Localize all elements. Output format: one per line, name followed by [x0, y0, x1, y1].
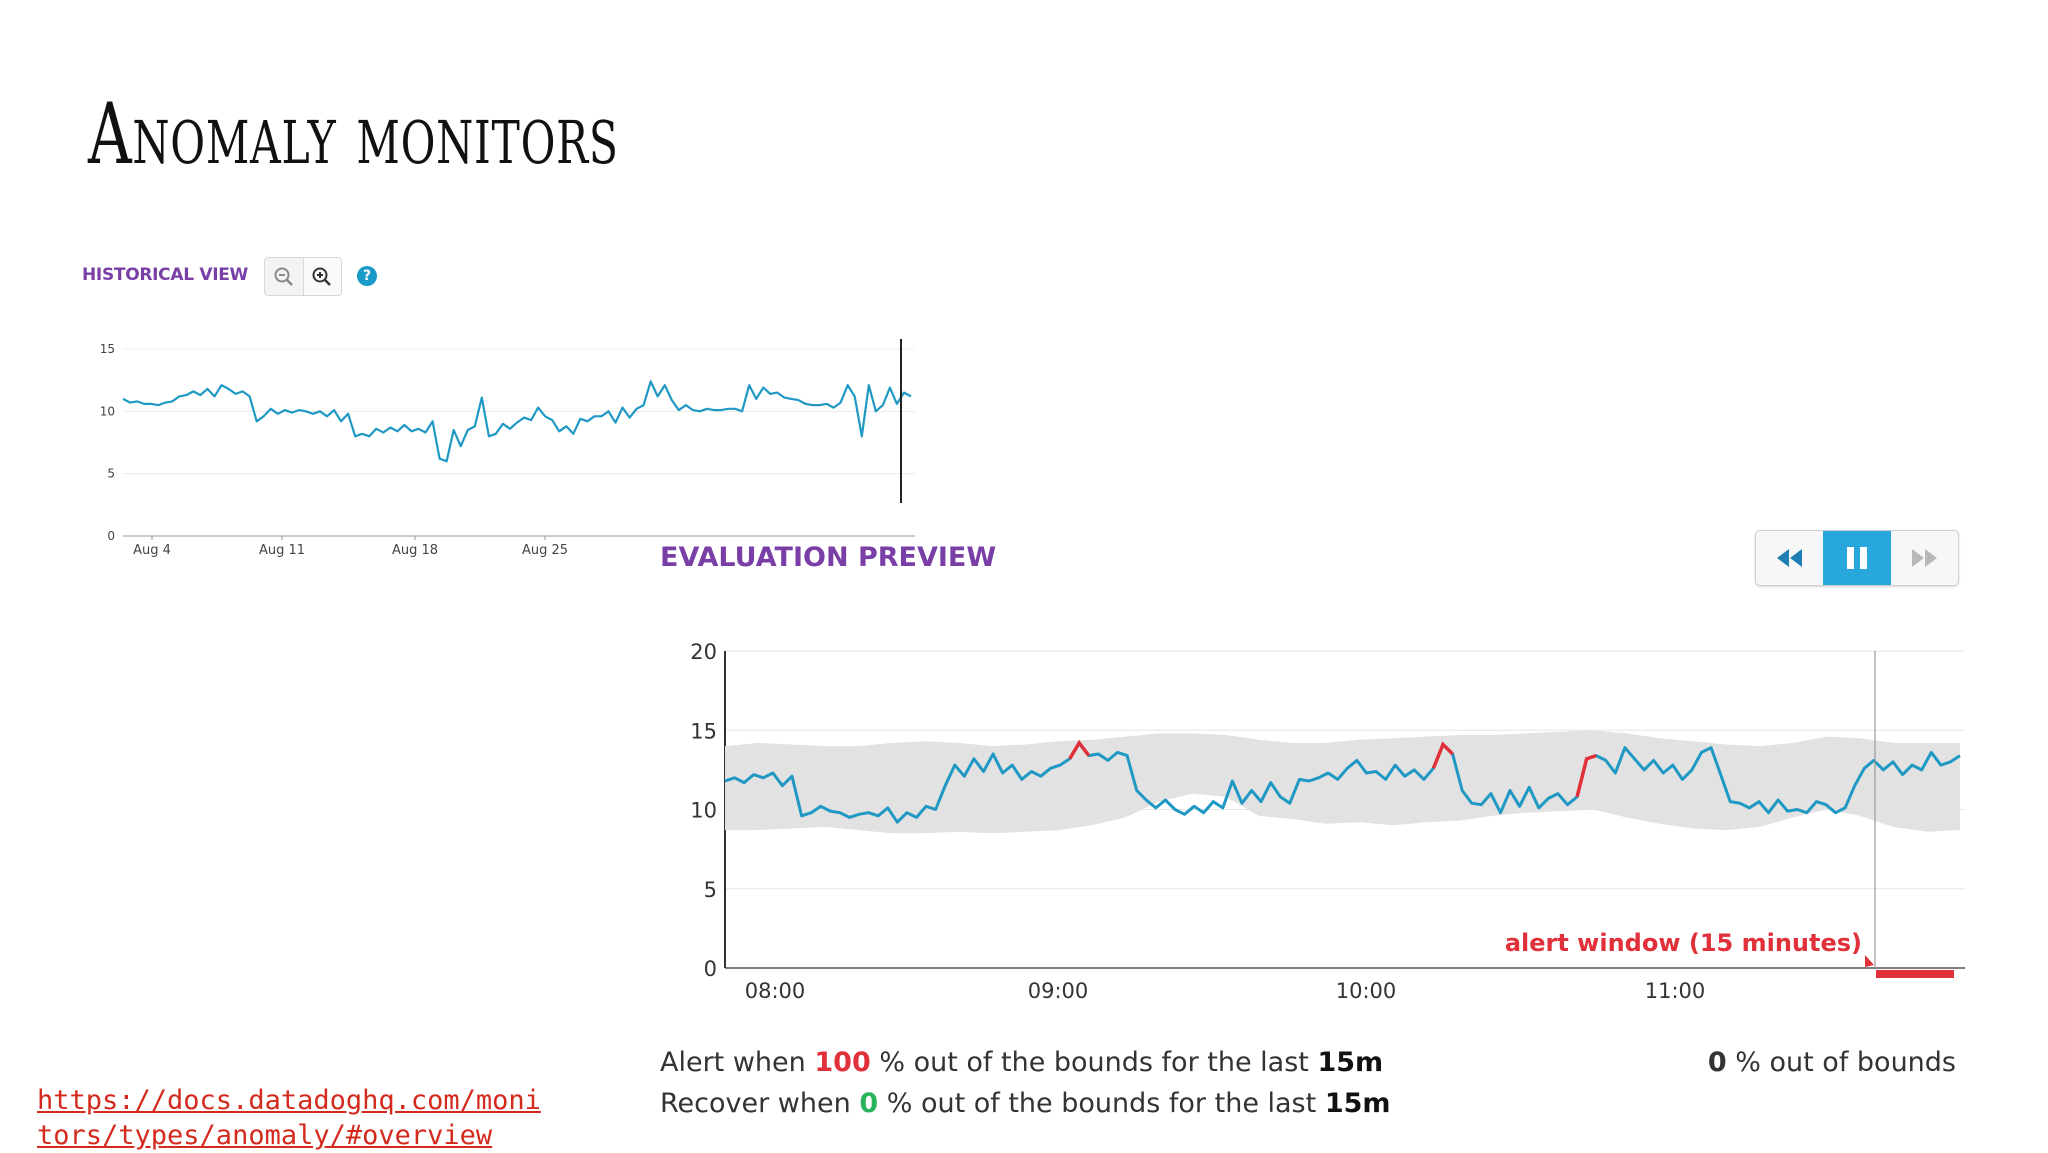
alert-window-arrow — [1865, 955, 1874, 967]
recover-rule: Recover when 0 % out of the bounds for t… — [660, 1088, 1391, 1119]
alert-rule: Alert when 100 % out of the bounds for t… — [660, 1047, 1383, 1078]
fast-forward-icon[interactable] — [1891, 531, 1958, 585]
y-tick-label: 10 — [100, 404, 115, 418]
alert-rule-prefix: Alert when — [660, 1047, 806, 1078]
out-of-bounds-summary: 0 % out of bounds — [1708, 1047, 1956, 1078]
help-icon[interactable]: ? — [357, 266, 377, 286]
evaluation-preview-title: EVALUATION PREVIEW — [660, 542, 997, 573]
y-tick-label: 0 — [704, 957, 717, 981]
zoom-out-icon[interactable] — [265, 258, 303, 295]
x-tick-label: Aug 18 — [392, 543, 438, 558]
alert-window-value[interactable]: 15m — [1317, 1047, 1384, 1078]
alert-window-bar — [1876, 970, 1954, 978]
anomaly-segment — [1068, 739, 1091, 760]
slide-title: Anomaly monitors — [88, 85, 619, 183]
y-tick-label: 5 — [704, 878, 717, 902]
reference-link-line-2[interactable]: tors/types/anomaly/#overview — [37, 1120, 493, 1151]
x-tick-label: Aug 4 — [133, 543, 171, 558]
y-tick-label: 0 — [107, 529, 115, 543]
recover-window-value[interactable]: 15m — [1324, 1088, 1391, 1119]
y-tick-label: 15 — [690, 719, 717, 743]
x-tick-label: 10:00 — [1336, 979, 1397, 1003]
metric-line — [724, 741, 1961, 824]
bounds-band — [725, 730, 1960, 834]
out-of-bounds-value: 0 — [1707, 1047, 1727, 1078]
recover-threshold-value[interactable]: 0 — [859, 1088, 879, 1119]
zoom-control-group — [264, 257, 342, 296]
alert-rule-middle: % out of the bounds for the last — [879, 1047, 1309, 1078]
pause-icon[interactable] — [1823, 531, 1891, 585]
zoom-in-icon[interactable] — [302, 258, 341, 295]
y-tick-label: 15 — [100, 342, 115, 356]
x-tick-label: 08:00 — [745, 979, 806, 1003]
anomaly-segment — [1575, 753, 1597, 798]
x-tick-label: 09:00 — [1028, 979, 1089, 1003]
evaluation-chart: 20 15 10 5 0 08:00 09:00 10:00 11:00 alert window… — [690, 640, 1965, 1003]
y-tick-label: 10 — [690, 799, 717, 823]
historical-chart: 15 10 5 0 Aug 4 Aug 11 Aug 18 Aug 25 — [100, 339, 915, 558]
alert-threshold-value[interactable]: 100 — [814, 1047, 871, 1078]
recover-rule-middle: % out of the bounds for the last — [886, 1088, 1317, 1119]
y-tick-label: 20 — [690, 640, 717, 664]
reference-link-line-1[interactable]: https://docs.datadoghq.com/moni — [37, 1085, 541, 1116]
x-tick-label: 11:00 — [1645, 979, 1706, 1003]
playback-controls — [1755, 530, 1959, 586]
x-tick-label: Aug 11 — [259, 543, 305, 558]
historical-view-label: HISTORICAL VIEW — [82, 265, 248, 285]
x-tick-label: Aug 25 — [522, 543, 568, 558]
reference-link[interactable]: https://docs.datadoghq.com/moni tors/typ… — [37, 1083, 541, 1153]
alert-window-label: alert window (15 minutes) — [1505, 929, 1862, 957]
y-tick-label: 5 — [107, 467, 115, 481]
series-line — [122, 380, 912, 463]
rewind-icon[interactable] — [1756, 531, 1823, 585]
anomaly-segment — [1431, 741, 1454, 769]
out-of-bounds-label: % out of bounds — [1735, 1047, 1956, 1078]
recover-rule-prefix: Recover when — [660, 1088, 851, 1119]
